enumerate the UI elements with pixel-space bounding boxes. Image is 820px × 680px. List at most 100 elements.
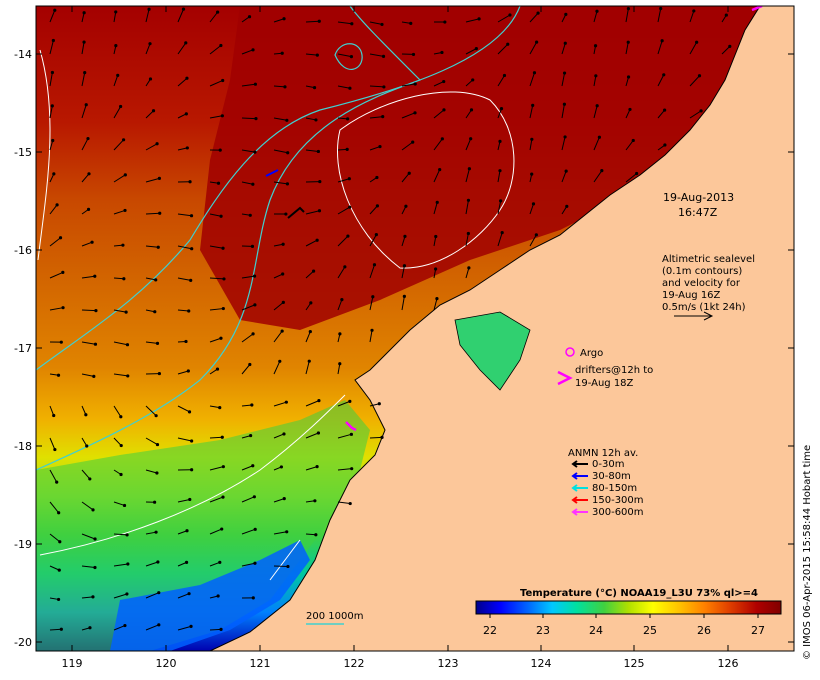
velocity-arrow-head	[506, 42, 510, 46]
velocity-arrow-head	[154, 278, 158, 282]
velocity-arrow	[369, 85, 384, 88]
velocity-arrow	[305, 149, 319, 152]
drifter-marker-icon	[557, 370, 573, 386]
velocity-arrow	[241, 404, 252, 407]
lon-tick-label: 123	[438, 657, 459, 670]
velocity-arrow-head	[315, 465, 319, 469]
velocity-arrow-head	[659, 6, 663, 11]
velocity-arrow-head	[635, 171, 639, 176]
velocity-arrow	[529, 72, 535, 87]
velocity-arrow-head	[88, 626, 92, 630]
velocity-arrow-head	[314, 533, 318, 537]
velocity-arrow-head	[84, 413, 88, 417]
velocity-arrow	[209, 628, 222, 631]
velocity-arrow	[113, 106, 122, 119]
velocity-arrow-head	[317, 399, 321, 403]
velocity-arrow-head	[84, 103, 88, 107]
colorbar-tick-label: 23	[536, 624, 550, 637]
velocity-arrow	[305, 270, 314, 279]
velocity-arrow-head	[286, 564, 290, 569]
velocity-arrow-head	[402, 294, 406, 298]
altimetry-line-3: and velocity for	[662, 278, 741, 289]
velocity-arrow-head	[114, 43, 118, 48]
velocity-arrow-head	[347, 177, 351, 181]
anmn-legend-arrowhead	[571, 484, 578, 492]
velocity-arrow-head	[407, 171, 411, 175]
velocity-arrow	[177, 245, 192, 250]
velocity-arrow-head	[221, 495, 225, 499]
sealevel-contour	[39, 394, 346, 556]
velocity-arrow-head	[626, 40, 630, 44]
velocity-arrow	[593, 11, 598, 23]
velocity-arrow	[369, 205, 378, 215]
velocity-arrow-head	[187, 309, 191, 313]
velocity-arrow-head	[58, 236, 63, 240]
velocity-arrow-head	[59, 340, 63, 344]
velocity-arrow	[241, 333, 254, 343]
velocity-arrow-head	[282, 432, 286, 436]
velocity-arrow-head	[220, 527, 224, 531]
velocity-arrow	[593, 75, 597, 87]
velocity-arrow-head	[151, 109, 156, 113]
anmn-legend-arrowhead	[571, 508, 578, 516]
velocity-arrow	[337, 53, 352, 58]
velocity-arrow-head	[56, 597, 61, 602]
velocity-arrow-head	[248, 362, 252, 367]
velocity-arrow	[273, 330, 283, 343]
velocity-arrow	[433, 298, 438, 311]
velocity-arrow-head	[281, 272, 285, 276]
velocity-arrow	[113, 139, 124, 151]
velocity-arrow-head	[434, 267, 438, 271]
velocity-arrow	[689, 110, 702, 119]
drifter-track	[751, 6, 763, 12]
velocity-arrow-head	[440, 50, 444, 55]
velocity-arrow-head	[219, 336, 223, 340]
velocity-arrow-head	[728, 44, 732, 48]
velocity-arrow	[465, 18, 480, 23]
colorbar-ticks: 22 23 24 25 26 27	[483, 614, 765, 637]
velocity-arrow-head	[251, 332, 255, 336]
sealevel-contour	[37, 49, 51, 261]
altimetry-line-2: (0.1m contours)	[662, 266, 742, 277]
velocity-arrow	[529, 105, 534, 119]
argo-label: Argo	[580, 348, 603, 359]
credit-text: © IMOS 06-Apr-2015 15:58:44 Hobart time	[802, 445, 813, 660]
velocity-arrow-head	[564, 12, 568, 16]
velocity-arrow	[593, 170, 603, 183]
velocity-arrow-head	[313, 499, 317, 503]
velocity-arrow	[529, 203, 534, 215]
velocity-arrow-head	[348, 86, 352, 90]
velocity-arrow-head	[216, 181, 221, 185]
velocity-arrow	[81, 469, 91, 480]
velocity-arrow-head	[531, 202, 536, 206]
velocity-arrow	[241, 465, 253, 471]
velocity-arrow	[241, 149, 256, 153]
velocity-arrow-head	[597, 135, 601, 139]
velocity-arrow-head	[346, 234, 350, 238]
velocity-arrow	[337, 501, 351, 505]
velocity-arrow-head	[52, 172, 56, 176]
velocity-arrow-head	[562, 71, 567, 75]
velocity-arrow	[401, 112, 416, 119]
velocity-arrow-head	[381, 115, 385, 119]
velocity-arrow-head	[216, 594, 220, 598]
colorbar-tick-label: 24	[589, 624, 603, 637]
altimetry-line-5: 0.5m/s (1kt 24h)	[662, 302, 746, 313]
lon-tick-label: 121	[250, 657, 271, 670]
velocity-arrow	[49, 501, 60, 514]
velocity-arrow	[273, 401, 287, 407]
velocity-arrow-head	[219, 43, 223, 48]
velocity-arrow	[145, 143, 158, 151]
velocity-arrow	[49, 140, 54, 151]
velocity-arrow-head	[370, 328, 374, 332]
velocity-arrow-head	[280, 51, 284, 55]
cool-coastal-water	[36, 400, 370, 651]
velocity-arrow-head	[248, 213, 252, 217]
velocity-arrow	[145, 531, 157, 535]
velocity-arrow-head	[59, 627, 63, 631]
isobath-legend-label: 200 1000m	[306, 611, 363, 622]
velocity-arrow	[241, 117, 256, 120]
velocity-arrow-head	[285, 118, 289, 122]
anmn-legend-label: 0-30m	[592, 459, 624, 470]
velocity-arrow	[81, 533, 96, 540]
